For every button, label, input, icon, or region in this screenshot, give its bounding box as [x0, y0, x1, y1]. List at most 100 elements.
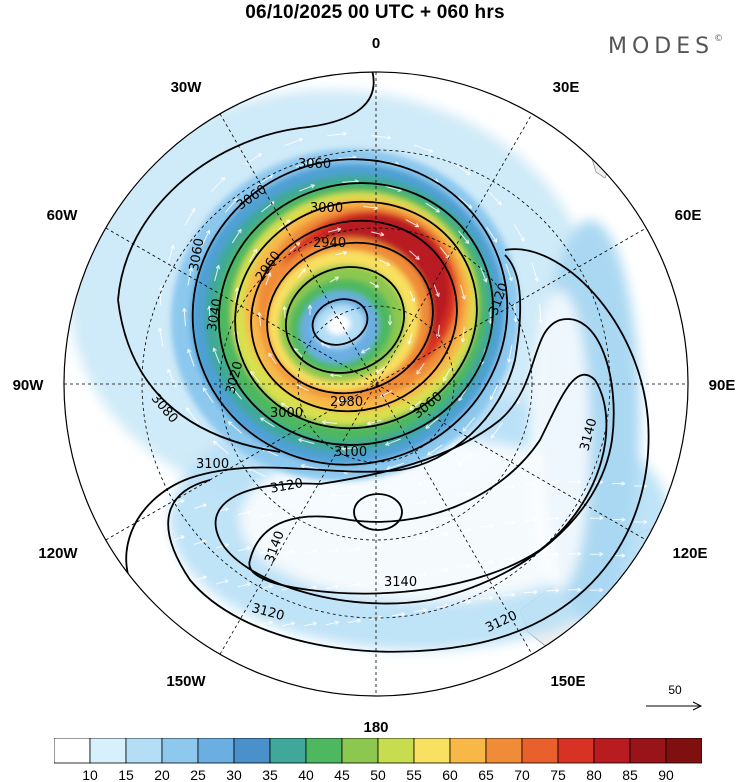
wind-vector	[268, 352, 277, 365]
lon-label-150e: 150E	[550, 673, 585, 690]
wind-vector	[231, 228, 242, 244]
wind-vector	[149, 566, 163, 573]
brand-copyright: ©	[714, 34, 724, 44]
contour-3080	[117, 72, 375, 453]
wind-vector	[329, 276, 340, 283]
wind-vector	[259, 620, 273, 626]
wind-vector	[391, 540, 406, 545]
wind-vector	[435, 531, 450, 537]
wind-vector	[433, 284, 440, 298]
wind-vector	[325, 620, 340, 626]
colorbar-tick-label: 40	[298, 767, 314, 782]
wind-vector	[237, 510, 251, 516]
wind-vector	[453, 163, 471, 176]
lon-label-120w: 120W	[38, 545, 78, 562]
wind-vector	[299, 184, 315, 192]
wind-vector	[214, 264, 221, 282]
wind-vector	[260, 417, 275, 428]
wind-vector	[371, 231, 385, 237]
wind-vector	[413, 608, 428, 613]
wind-vector	[325, 548, 340, 554]
contour-3120-inner	[214, 318, 615, 605]
wind-vector	[416, 362, 425, 375]
wind-vector	[409, 250, 420, 260]
wind-vector	[193, 503, 207, 509]
wind-vector	[193, 575, 207, 581]
wind-vector	[379, 259, 391, 266]
wind-vector	[442, 367, 451, 382]
wind-vector	[409, 400, 422, 411]
lon-label-180: 180	[363, 719, 388, 736]
colorbar-tick-label: 60	[442, 767, 458, 782]
lon-label-60e: 60E	[675, 207, 702, 224]
label-2940: 2940	[313, 236, 346, 251]
wind-vector	[479, 595, 494, 601]
wind-vector	[457, 599, 472, 605]
wind-vector	[280, 402, 295, 411]
wind-vector	[413, 536, 428, 541]
lon-label-150w: 150W	[166, 673, 206, 690]
wind-vector	[457, 491, 472, 497]
wind-vector	[545, 552, 560, 557]
wind-vector	[506, 344, 513, 363]
wind-vector	[341, 446, 358, 451]
label-3100-bottom: 3100	[126, 593, 151, 629]
wind-vector	[230, 385, 242, 400]
wind-vector	[307, 304, 313, 315]
colorbar-boxes	[54, 738, 702, 764]
wind-vector	[284, 137, 304, 147]
wind-vector	[387, 315, 393, 326]
label-3120-center: 3120	[269, 476, 304, 497]
lon-label-0: 0	[372, 35, 380, 52]
wind-vector	[460, 327, 466, 343]
colorbar-box	[305, 738, 343, 764]
wind-vector	[327, 131, 348, 137]
wind-vector	[327, 227, 342, 233]
colorbar-tick-label: 90	[658, 767, 674, 782]
lon-label-30e: 30E	[553, 79, 580, 96]
wind-vector	[457, 563, 472, 569]
wind-vector	[545, 480, 560, 485]
contour-3040	[218, 182, 494, 446]
wind-vector	[185, 407, 199, 424]
wind-vector	[505, 263, 513, 282]
colorbar-box	[341, 738, 379, 764]
wind-vector	[487, 190, 502, 206]
wind-vector	[335, 250, 348, 256]
wind-vector	[259, 512, 273, 518]
wind-vector	[212, 347, 220, 364]
contour-3120-outer	[167, 248, 650, 653]
lon-label-60w: 60W	[47, 207, 79, 224]
wind-vector	[360, 347, 371, 354]
colorbar-tick-label: 15	[118, 767, 134, 782]
wind-vector	[366, 419, 382, 426]
map-title: 06/10/2025 00 UTC + 060 hrs	[245, 2, 505, 23]
wind-vector	[405, 219, 420, 228]
wind-vector	[457, 452, 473, 467]
label-3060-far-left: 3060	[187, 237, 208, 272]
wind-vector	[425, 417, 439, 429]
wind-vector	[633, 591, 648, 597]
map-border	[63, 71, 689, 697]
wind-vector	[212, 440, 229, 455]
colorbar-tick-label: 25	[190, 767, 206, 782]
wind-vector	[347, 618, 362, 624]
wind-vector	[391, 612, 406, 617]
wind-vector	[167, 244, 175, 264]
wind-vector	[193, 611, 207, 617]
wind-vector	[207, 305, 212, 323]
wind-vector	[538, 303, 543, 324]
wind-vector	[589, 515, 604, 521]
wind-vector	[409, 290, 416, 303]
colorbar-box	[54, 738, 91, 764]
lon-label-120e: 120E	[672, 545, 707, 562]
lon-label-90e: 90E	[709, 377, 736, 394]
colorbar-box	[413, 738, 451, 764]
wind-vector	[369, 507, 384, 513]
graticule	[64, 72, 688, 696]
colorbar: 10 15 20 25 30 35 40 45 50 55 60 65 70 75 80 85 90	[54, 738, 702, 782]
colorbar-box	[665, 738, 702, 764]
label-3000-top: 3000	[310, 201, 343, 216]
wind-vector	[336, 398, 351, 403]
